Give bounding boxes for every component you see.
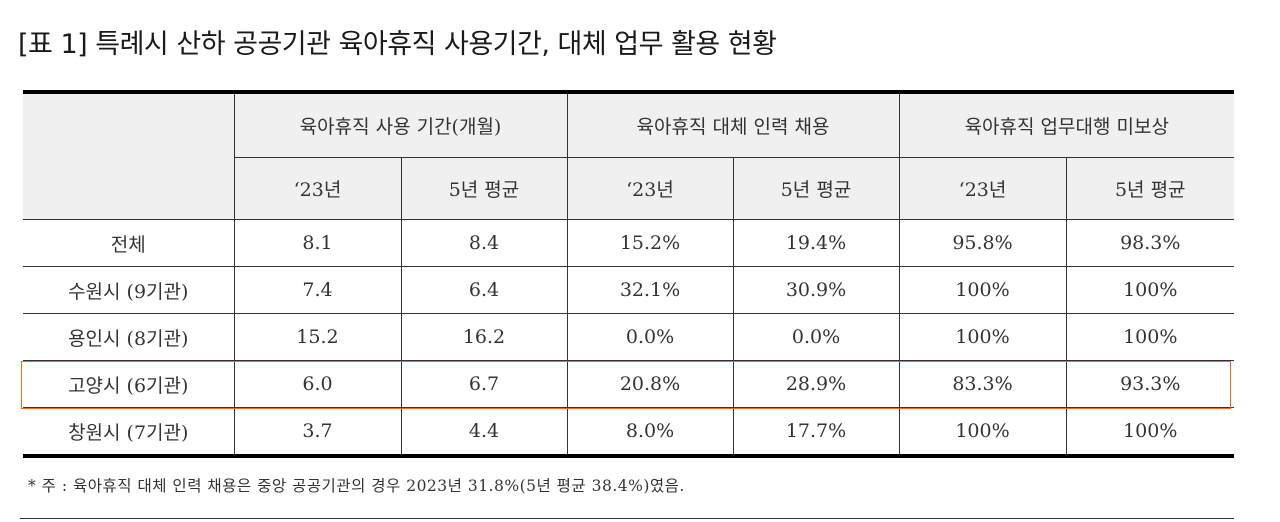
table-row: 전체 8.1 8.4 15.2% 19.4% 95.8% 98.3% xyxy=(23,219,1235,267)
sub-header-cell: 5년 평균 xyxy=(1065,157,1235,220)
sub-header-cell: 5년 평균 xyxy=(732,157,900,220)
cell: 0.0% xyxy=(566,313,733,361)
row-label: 용인시 (8기관) xyxy=(23,313,234,361)
cell: 19.4% xyxy=(732,219,900,267)
footnote: * 주 : 육아휴직 대체 인력 채용은 중앙 공공기관의 경우 2023년 3… xyxy=(28,477,685,495)
cell: 100% xyxy=(1065,313,1235,361)
group-header-replacement-hiring: 육아휴직 대체 인력 채용 xyxy=(566,90,900,158)
sub-header-cell: ‘23년 xyxy=(566,157,733,220)
row-label: 창원시 (7기관) xyxy=(23,407,234,458)
cell: 100% xyxy=(898,407,1067,458)
cell: 100% xyxy=(1065,266,1235,314)
data-table: 육아휴직 사용 기간(개월) 육아휴직 대체 인력 채용 육아휴직 업무대행 미… xyxy=(23,90,1235,458)
table-row-highlighted: 고양시 (6기관) 6.0 6.7 20.8% 28.9% 83.3% 93.3… xyxy=(23,360,1235,408)
table-row: 수원시 (9기관) 7.4 6.4 32.1% 30.9% 100% 100% xyxy=(23,266,1235,314)
cell: 100% xyxy=(1065,407,1235,458)
bottom-divider xyxy=(20,518,1234,519)
cell: 20.8% xyxy=(566,360,733,408)
cell: 30.9% xyxy=(732,266,900,314)
cell: 0.0% xyxy=(732,313,900,361)
cell: 8.1 xyxy=(233,219,401,267)
table-row: 용인시 (8기관) 15.2 16.2 0.0% 0.0% 100% 100% xyxy=(23,313,1235,361)
cell: 6.4 xyxy=(400,266,567,314)
cell: 83.3% xyxy=(898,360,1067,408)
cell: 15.2 xyxy=(233,313,401,361)
row-label: 고양시 (6기관) xyxy=(23,360,234,408)
cell: 3.7 xyxy=(233,407,401,458)
cell: 100% xyxy=(898,266,1067,314)
cell: 32.1% xyxy=(566,266,733,314)
cell: 17.7% xyxy=(732,407,900,458)
sub-header-cell: ‘23년 xyxy=(898,157,1067,220)
cell: 100% xyxy=(898,313,1067,361)
cell: 16.2 xyxy=(400,313,567,361)
group-header-leave-duration: 육아휴직 사용 기간(개월) xyxy=(233,90,567,158)
cell: 98.3% xyxy=(1065,219,1235,267)
row-label: 수원시 (9기관) xyxy=(23,266,234,314)
cell: 28.9% xyxy=(732,360,900,408)
table-row: 창원시 (7기관) 3.7 4.4 8.0% 17.7% 100% 100% xyxy=(23,407,1235,458)
sub-header-cell: 5년 평균 xyxy=(400,157,567,220)
cell: 4.4 xyxy=(400,407,567,458)
cell: 8.0% xyxy=(566,407,733,458)
cell: 6.7 xyxy=(400,360,567,408)
cell: 8.4 xyxy=(400,219,567,267)
cell: 15.2% xyxy=(566,219,733,267)
cell: 7.4 xyxy=(233,266,401,314)
cell: 95.8% xyxy=(898,219,1067,267)
cell: 6.0 xyxy=(233,360,401,408)
row-label: 전체 xyxy=(23,219,234,267)
sub-header-cell: ‘23년 xyxy=(233,157,401,220)
group-header-uncompensated-duty: 육아휴직 업무대행 미보상 xyxy=(898,90,1235,158)
table-title: [표 1] 특례시 산하 공공기관 육아휴직 사용기간, 대체 업무 활용 현황 xyxy=(18,29,777,60)
corner-header-cell xyxy=(23,90,234,220)
cell: 93.3% xyxy=(1065,360,1235,408)
